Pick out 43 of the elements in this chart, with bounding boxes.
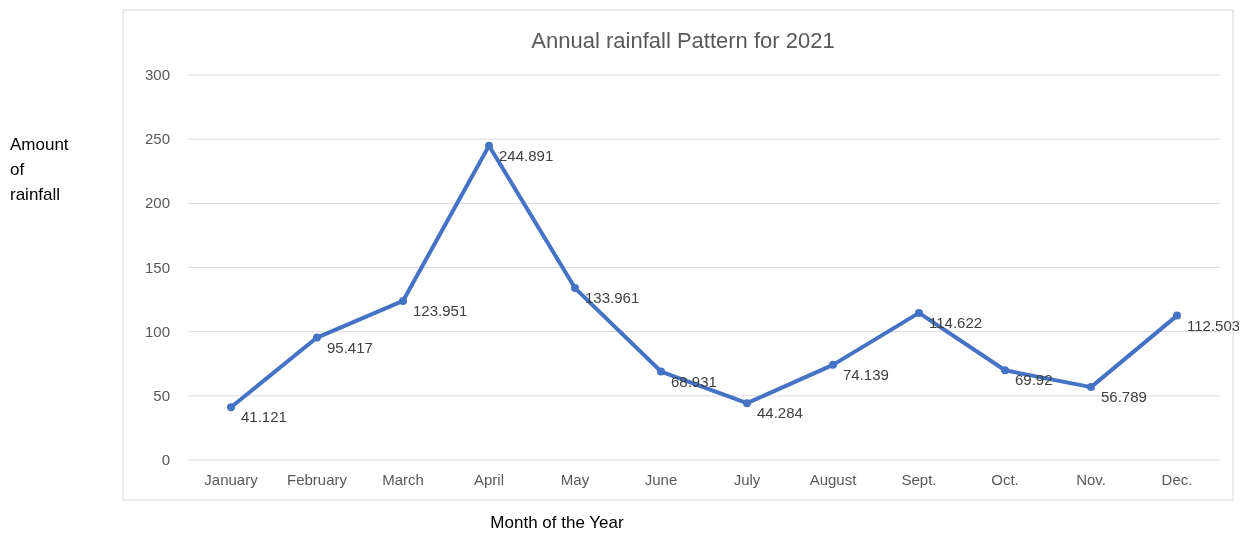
- point: [485, 141, 493, 150]
- y-tick-label: 50: [153, 386, 170, 404]
- y-tick-label: 150: [144, 258, 170, 276]
- x-tick-label: Dec.: [1161, 471, 1193, 488]
- point: [399, 296, 407, 305]
- x-axis-title: Month of the Year: [490, 513, 624, 532]
- data-label: 123.951: [413, 301, 468, 319]
- data-label: 56.789: [1101, 388, 1147, 406]
- point: [915, 308, 923, 317]
- point: [657, 367, 665, 376]
- point: [1087, 383, 1095, 392]
- x-tick-label: June: [644, 471, 678, 488]
- y-tick-label: 100: [144, 322, 170, 340]
- x-tick-label: January: [204, 471, 259, 488]
- x-tick-label: July: [733, 471, 761, 488]
- x-tick-label: August: [809, 471, 858, 488]
- chart-title: Annual rainfall Pattern for 2021: [531, 28, 835, 53]
- data-label: 133.961: [585, 289, 640, 307]
- point: [743, 399, 751, 408]
- y-tick-label: 200: [144, 194, 170, 212]
- x-tick-label: February: [286, 471, 348, 488]
- data-label: 244.891: [499, 146, 554, 164]
- data-label: 74.139: [843, 365, 889, 383]
- point: [829, 360, 837, 369]
- data-label: 95.417: [327, 338, 373, 356]
- x-tick-label: Sept.: [901, 471, 937, 488]
- y-tick-label: 300: [144, 66, 170, 83]
- x-tick-label: Nov.: [1076, 471, 1106, 488]
- point: [1001, 366, 1009, 375]
- y-tick-label: 0: [161, 451, 170, 468]
- point: [313, 333, 321, 342]
- x-tick-label: April: [473, 471, 505, 488]
- x-tick-label: May: [560, 471, 590, 488]
- data-label: 112.503: [1187, 316, 1241, 334]
- y-axis-title: Amount of rainfall: [10, 135, 69, 204]
- point: [1173, 311, 1181, 320]
- point: [571, 284, 579, 293]
- x-tick-label: Oct.: [991, 471, 1019, 488]
- data-label: 44.284: [757, 404, 803, 422]
- x-tick-label: March: [382, 471, 424, 488]
- y-tick-label: 250: [144, 130, 170, 148]
- point: [227, 403, 235, 412]
- data-label: 41.121: [241, 408, 287, 426]
